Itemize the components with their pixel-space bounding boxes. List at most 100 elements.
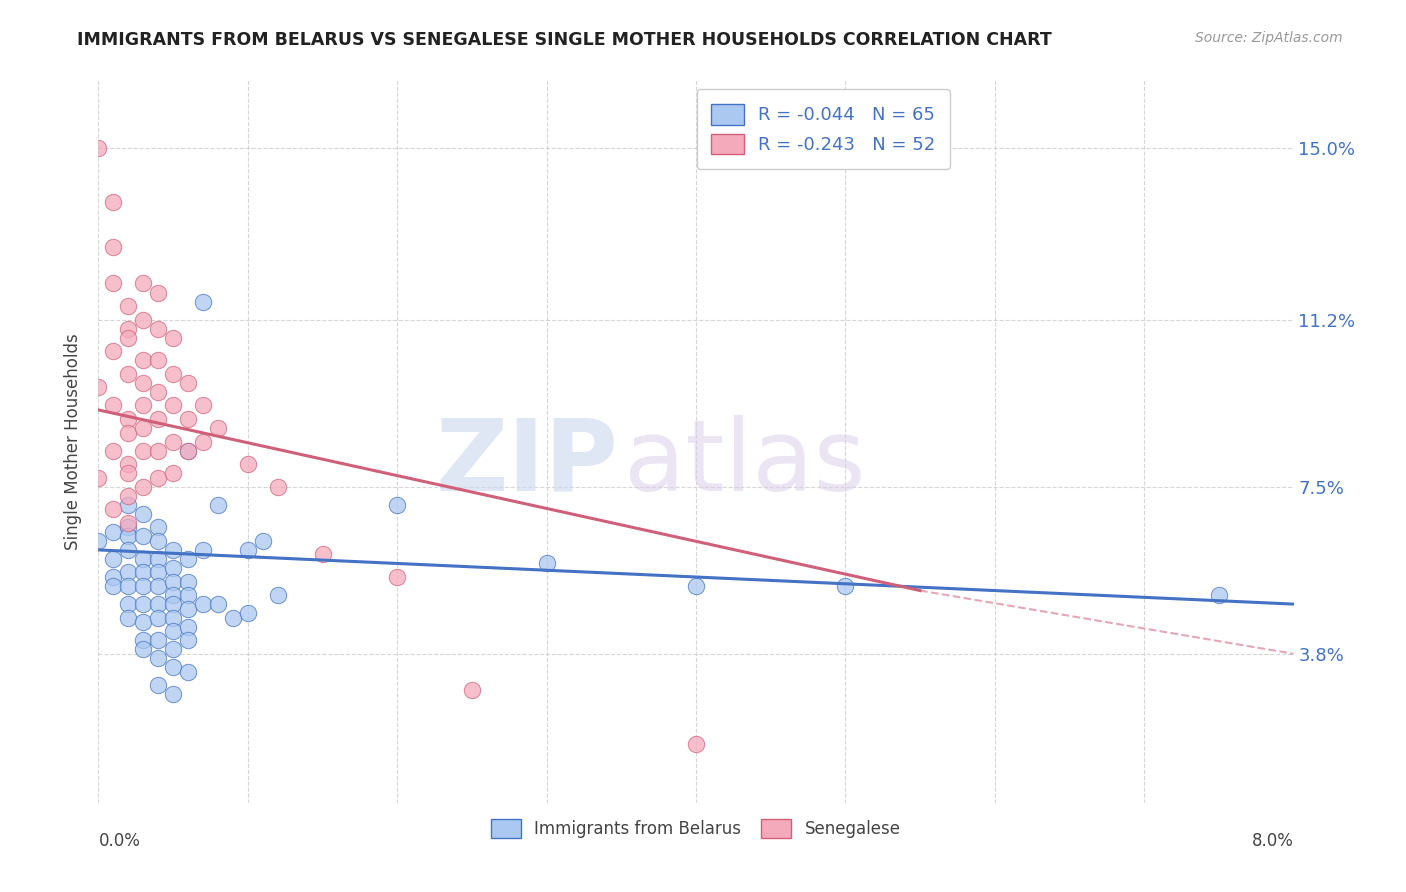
Point (132, 507, 155, 521)
Point (177, 443, 200, 458)
Point (177, 588, 200, 602)
Point (117, 520, 139, 534)
Point (103, 570, 125, 584)
Point (177, 665, 200, 679)
Text: ZIP: ZIP (436, 415, 619, 512)
Point (148, 384, 170, 399)
Point (162, 561, 184, 575)
Point (132, 597, 155, 611)
Point (162, 367, 184, 381)
Point (132, 633, 155, 648)
Point (103, 344, 125, 359)
Point (461, 682, 484, 697)
Point (177, 574, 200, 589)
Text: IMMIGRANTS FROM BELARUS VS SENEGALESE SINGLE MOTHER HOUSEHOLDS CORRELATION CHART: IMMIGRANTS FROM BELARUS VS SENEGALESE SI… (77, 31, 1052, 49)
Point (834, 579, 856, 593)
Point (236, 457, 259, 471)
Point (87, 141, 110, 155)
Point (177, 633, 200, 648)
Point (148, 651, 170, 665)
Point (132, 376, 155, 390)
Y-axis label: Single Mother Households: Single Mother Households (65, 334, 83, 549)
Point (132, 312, 155, 326)
Point (236, 606, 259, 620)
Point (117, 321, 139, 335)
Point (252, 533, 274, 548)
Point (132, 421, 155, 435)
Point (103, 524, 125, 539)
Point (148, 470, 170, 484)
Point (132, 480, 155, 494)
Point (177, 601, 200, 615)
Point (191, 434, 214, 449)
Point (148, 610, 170, 624)
Point (162, 398, 184, 412)
Point (132, 353, 155, 368)
Point (685, 737, 707, 751)
Point (148, 597, 170, 611)
Point (148, 520, 170, 534)
Point (162, 331, 184, 345)
Point (132, 277, 155, 291)
Point (117, 579, 139, 593)
Point (148, 353, 170, 368)
Point (103, 195, 125, 210)
Point (87, 380, 110, 394)
Point (207, 421, 229, 435)
Point (148, 412, 170, 426)
Point (177, 443, 200, 458)
Point (267, 588, 290, 602)
Point (1208, 588, 1230, 602)
Point (162, 610, 184, 624)
Point (177, 412, 200, 426)
Point (132, 566, 155, 580)
Point (536, 557, 558, 571)
Point (132, 529, 155, 543)
Point (117, 457, 139, 471)
Point (117, 425, 139, 440)
Point (117, 331, 139, 345)
Point (148, 443, 170, 458)
Point (117, 299, 139, 313)
Point (162, 588, 184, 602)
Text: 0.0%: 0.0% (98, 831, 141, 850)
Point (162, 542, 184, 557)
Point (162, 642, 184, 657)
Legend: Immigrants from Belarus, Senegalese: Immigrants from Belarus, Senegalese (485, 813, 907, 845)
Point (87, 533, 110, 548)
Point (162, 687, 184, 701)
Point (162, 660, 184, 674)
Point (162, 466, 184, 480)
Point (385, 498, 409, 512)
Point (385, 570, 409, 584)
Point (191, 542, 214, 557)
Text: atlas: atlas (624, 415, 866, 512)
Point (117, 542, 139, 557)
Text: Source: ZipAtlas.com: Source: ZipAtlas.com (1195, 31, 1343, 45)
Point (311, 548, 333, 562)
Point (191, 597, 214, 611)
Point (103, 552, 125, 566)
Point (148, 579, 170, 593)
Point (236, 542, 259, 557)
Point (148, 552, 170, 566)
Point (191, 398, 214, 412)
Point (148, 321, 170, 335)
Point (162, 624, 184, 639)
Point (117, 412, 139, 426)
Point (132, 579, 155, 593)
Point (103, 240, 125, 254)
Point (267, 480, 290, 494)
Point (117, 610, 139, 624)
Point (148, 285, 170, 300)
Point (162, 434, 184, 449)
Point (132, 443, 155, 458)
Point (117, 529, 139, 543)
Point (132, 398, 155, 412)
Point (207, 597, 229, 611)
Point (103, 502, 125, 516)
Point (177, 552, 200, 566)
Point (117, 597, 139, 611)
Point (103, 579, 125, 593)
Point (103, 277, 125, 291)
